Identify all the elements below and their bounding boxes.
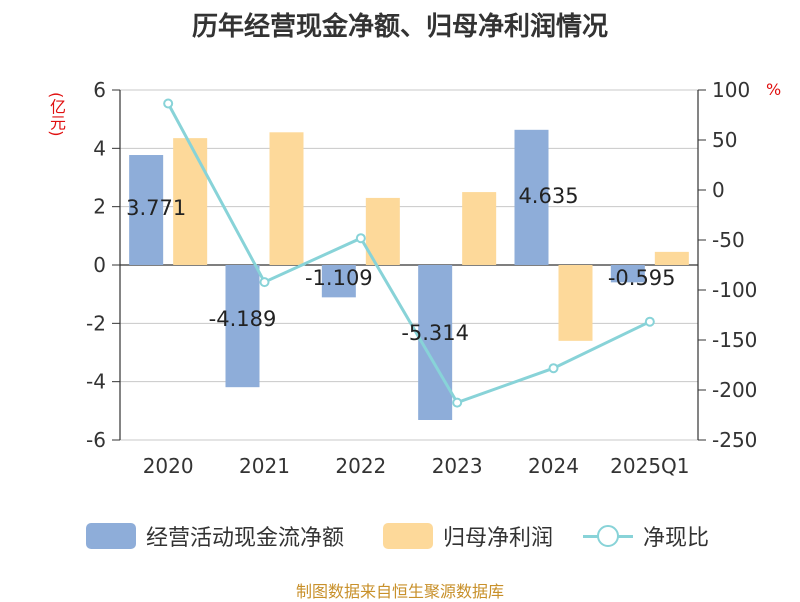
left-axis-tick-label: 6 (93, 78, 106, 102)
legend-label-net-profit: 归母净利润 (443, 526, 554, 551)
data-label-cashflow: 3.771 (126, 196, 186, 220)
legend-swatch-net-profit (383, 523, 433, 549)
legend: 经营活动现金流净额 归母净利润 净现比 (0, 518, 800, 554)
x-axis-tick-label: 2020 (143, 454, 194, 478)
legend-swatch-cashflow (86, 523, 136, 549)
left-axis-tick-label: 4 (93, 136, 106, 160)
bar-cashflow (514, 129, 549, 265)
bar-cashflow (418, 265, 453, 420)
bar-net-profit (462, 192, 497, 265)
legend-item-cashflow[interactable]: 经营活动现金流净额 (86, 518, 344, 554)
left-axis-tick-label: -4 (86, 370, 106, 394)
point-ratio (355, 233, 366, 244)
point-ratio (163, 98, 174, 109)
right-axis-tick-label: -250 (712, 428, 757, 452)
right-axis-tick-label: -50 (712, 228, 745, 252)
bar-cashflow (321, 265, 356, 298)
legend-swatch-ratio (583, 523, 633, 549)
source-note: 制图数据来自恒生聚源数据库 (295, 582, 504, 601)
chart-plot: 6 4 2 0 -2 -4 -6 100 50 0 -50 -100 -150 -200 -250 2020 2… (86, 78, 757, 478)
x-axis-tick-label: 2024 (528, 454, 579, 478)
left-axis-tick-label: -2 (86, 311, 106, 335)
legend-label-cashflow: 经营活动现金流净额 (146, 526, 345, 551)
data-label-cashflow: -0.595 (608, 266, 676, 290)
right-axis-tick-label: 100 (712, 78, 750, 102)
right-axis-tick-label: 0 (712, 178, 725, 202)
right-axis-tick-label: 50 (712, 128, 737, 152)
line-ratio (166, 102, 651, 405)
right-axis-unit-label: % (766, 80, 782, 99)
legend-item-ratio[interactable]: 净现比 (583, 518, 709, 554)
point-ratio (259, 277, 270, 288)
point-ratio (548, 363, 559, 374)
x-axis-tick-label: 2021 (239, 454, 290, 478)
point-ratio (452, 397, 463, 408)
bar-cashflow (610, 265, 645, 283)
x-axis-tick-label: 2023 (432, 454, 483, 478)
chart-title: 历年经营现金净额、归母净利润情况 (191, 12, 608, 42)
data-label-cashflow: -1.109 (305, 266, 373, 290)
bar-cashflow (129, 155, 164, 265)
data-label-cashflow: 4.635 (518, 184, 578, 208)
bar-net-profit (173, 138, 208, 265)
right-axis-tick-label: -150 (712, 328, 757, 352)
left-axis-unit-label: (亿元) (47, 92, 66, 137)
x-axis-tick-label: 2022 (335, 454, 386, 478)
left-axis-tick-label: 2 (93, 195, 106, 219)
bar-net-profit (654, 251, 689, 265)
legend-item-net-profit[interactable]: 归母净利润 (383, 518, 553, 554)
data-label-cashflow: -5.314 (401, 321, 469, 345)
right-axis-tick-label: -200 (712, 378, 757, 402)
bar-net-profit (269, 132, 304, 265)
right-axis-tick-label: -100 (712, 278, 757, 302)
left-axis-tick-label: 0 (93, 253, 106, 277)
left-axis-tick-label: -6 (86, 428, 106, 452)
bar-net-profit (558, 265, 593, 341)
x-axis-tick-label: 2025Q1 (610, 454, 689, 478)
point-ratio (644, 316, 655, 327)
bar-cashflow (225, 265, 260, 388)
data-label-cashflow: -4.189 (209, 307, 277, 331)
legend-label-ratio: 净现比 (643, 526, 710, 551)
